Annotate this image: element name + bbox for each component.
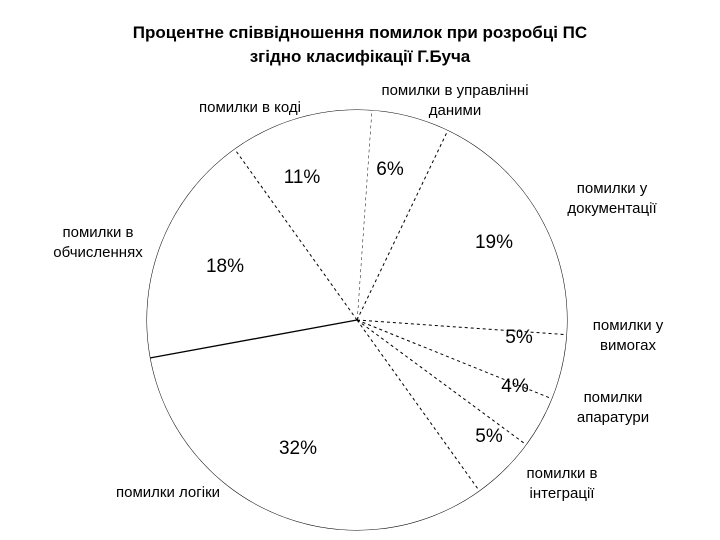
chart-title-line-2: згідно класифікації Г.Буча [250, 47, 471, 66]
pie-slice [357, 110, 448, 320]
slice-boundary [150, 319, 358, 359]
slice-boundary [234, 148, 358, 321]
pie-slice [357, 320, 552, 445]
slice-boundary [356, 319, 527, 446]
slice-value-label: 32% [279, 438, 317, 459]
slice-value-label: 5% [505, 327, 533, 348]
slice-category-label: даними [429, 102, 481, 119]
slice-value-label: 6% [376, 159, 404, 180]
slice-boundary [356, 319, 480, 492]
slice-boundary [356, 130, 449, 321]
pie-slice [150, 320, 480, 531]
slice-category-label: апаратури [577, 409, 649, 426]
pie-slice [146, 149, 357, 358]
slice-category-label: помилки в [63, 224, 134, 241]
pie-slice [357, 130, 568, 335]
slice-category-label: обчисленнях [53, 244, 143, 261]
slice-category-label: помилки у [577, 180, 648, 197]
slice-value-label: 4% [501, 376, 529, 397]
pie-slice [234, 109, 372, 320]
slice-category-label: помилки в коді [199, 99, 301, 116]
slice-category-label: документації [567, 200, 657, 217]
slice-value-label: 5% [475, 426, 503, 447]
slice-category-label: помилки логіки [116, 484, 220, 501]
slice-category-label: помилки [584, 389, 643, 406]
slice-value-label: 19% [475, 232, 513, 253]
slice-category-label: помилки в управлінні [381, 82, 528, 99]
slice-category-label: помилки у [593, 317, 664, 334]
slice-value-label: 11% [284, 167, 321, 188]
slice-category-label: інтеграції [530, 485, 596, 502]
slice-category-label: вимогах [600, 337, 656, 354]
pie-slice [357, 320, 567, 399]
slice-boundary [356, 319, 567, 336]
slice-category-label: помилки в [527, 465, 598, 482]
chart-title-line-1: Процентне співвідношення помилок при роз… [133, 23, 587, 42]
slice-value-label: 18% [206, 256, 244, 277]
slice-boundary [356, 319, 552, 400]
pie-slice [357, 320, 527, 491]
